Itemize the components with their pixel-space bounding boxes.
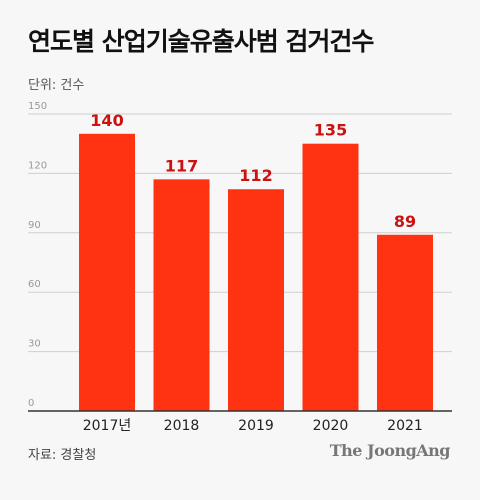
brand-logo: The JoongAng [329,441,451,460]
chart-title: 연도별 산업기술유출사범 검거건수 [28,27,374,56]
bar [302,143,359,411]
source-note: 자료: 경찰청 [28,448,97,463]
bar [228,189,284,411]
y-tick-label: 0 [28,398,34,409]
y-tick-label: 60 [28,279,41,290]
x-tick-label: 2019 [238,418,274,434]
bar [377,234,433,411]
bar [79,133,135,412]
data-label: 89 [394,212,416,231]
x-tick-label: 2020 [313,418,349,434]
unit-label: 단위: 건수 [28,78,85,93]
x-tick-label: 2017년 [83,418,132,434]
x-tick-label: 2021 [387,418,423,434]
data-label: 140 [90,111,123,130]
x-tick-label: 2018 [164,418,200,434]
y-tick-label: 120 [28,160,47,171]
data-label: 112 [239,166,272,185]
bar [153,179,210,411]
data-label: 117 [165,156,198,175]
y-tick-label: 30 [28,339,41,350]
y-tick-label: 150 [28,101,47,112]
data-label: 135 [314,121,347,140]
y-tick-label: 90 [28,220,41,231]
